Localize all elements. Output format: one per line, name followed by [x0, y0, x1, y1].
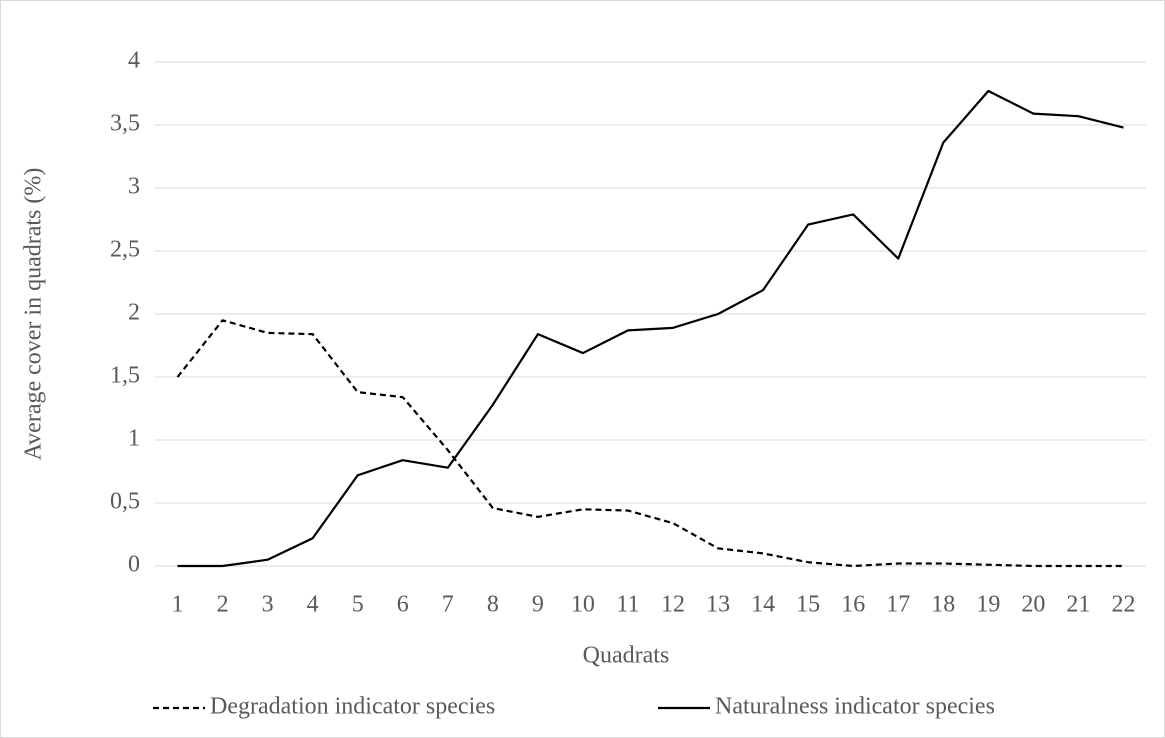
x-tick-label: 12: [661, 592, 685, 618]
y-tick-label: 1,5: [110, 363, 140, 389]
x-tick-label: 4: [307, 592, 319, 618]
x-tick-label: 13: [706, 592, 730, 618]
y-tick-label: 3: [128, 174, 140, 200]
legend-label: Naturalness indicator species: [715, 694, 995, 720]
x-tick-label: 8: [487, 592, 499, 618]
x-tick-label: 11: [616, 592, 639, 618]
y-tick-label: 2,5: [110, 237, 140, 263]
y-tick-label: 1: [128, 426, 140, 452]
y-tick-label: 4: [128, 48, 140, 74]
y-tick-label: 2: [128, 300, 140, 326]
y-axis-title: Average cover in quadrats (%): [21, 168, 47, 461]
x-tick-label: 5: [352, 592, 364, 618]
line-series: [176, 319, 1124, 568]
x-tick-label: 19: [976, 592, 1000, 618]
y-tick-label: 0,5: [110, 489, 140, 515]
x-tick-label: 10: [571, 592, 595, 618]
x-tick-label: 16: [841, 592, 865, 618]
x-tick-label: 3: [262, 592, 274, 618]
y-tick-label: 3,5: [110, 111, 140, 137]
x-tick-label: 17: [886, 592, 910, 618]
x-tick-label: 18: [931, 592, 955, 618]
y-tick-label: 0: [128, 552, 140, 578]
x-tick-label: 15: [796, 592, 820, 618]
x-tick-label: 2: [217, 592, 229, 618]
x-axis-title: Quadrats: [583, 643, 670, 669]
line-series: [177, 89, 1124, 568]
x-tick-label: 1: [172, 592, 184, 618]
x-tick-label: 14: [751, 592, 775, 618]
x-tick-label: 22: [1111, 592, 1135, 618]
x-tick-label: 7: [442, 592, 454, 618]
x-tick-label: 21: [1066, 592, 1090, 618]
legend-label: Degradation indicator species: [210, 694, 495, 720]
x-tick-label: 9: [532, 592, 544, 618]
x-tick-label: 20: [1021, 592, 1045, 618]
x-tick-label: 6: [397, 592, 409, 618]
